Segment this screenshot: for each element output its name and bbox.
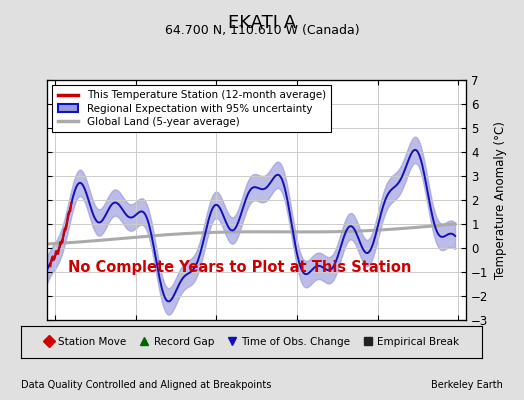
Text: EKATI A: EKATI A (228, 14, 296, 32)
Text: Berkeley Earth: Berkeley Earth (431, 380, 503, 390)
Text: Data Quality Controlled and Aligned at Breakpoints: Data Quality Controlled and Aligned at B… (21, 380, 271, 390)
Legend: Station Move, Record Gap, Time of Obs. Change, Empirical Break: Station Move, Record Gap, Time of Obs. C… (40, 334, 463, 350)
Text: 64.700 N, 110.610 W (Canada): 64.700 N, 110.610 W (Canada) (165, 24, 359, 37)
Legend: This Temperature Station (12-month average), Regional Expectation with 95% uncer: This Temperature Station (12-month avera… (52, 85, 331, 132)
Y-axis label: Temperature Anomaly (°C): Temperature Anomaly (°C) (494, 121, 507, 279)
Text: No Complete Years to Plot at This Station: No Complete Years to Plot at This Statio… (68, 260, 411, 275)
